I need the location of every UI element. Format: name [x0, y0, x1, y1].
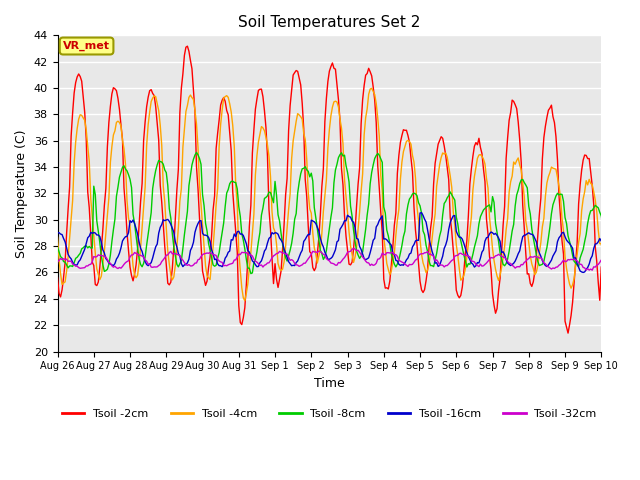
- Legend: Tsoil -2cm, Tsoil -4cm, Tsoil -8cm, Tsoil -16cm, Tsoil -32cm: Tsoil -2cm, Tsoil -4cm, Tsoil -8cm, Tsoi…: [58, 405, 601, 423]
- X-axis label: Time: Time: [314, 377, 345, 390]
- Y-axis label: Soil Temperature (C): Soil Temperature (C): [15, 129, 28, 258]
- Text: VR_met: VR_met: [63, 41, 110, 51]
- Title: Soil Temperatures Set 2: Soil Temperatures Set 2: [238, 15, 420, 30]
